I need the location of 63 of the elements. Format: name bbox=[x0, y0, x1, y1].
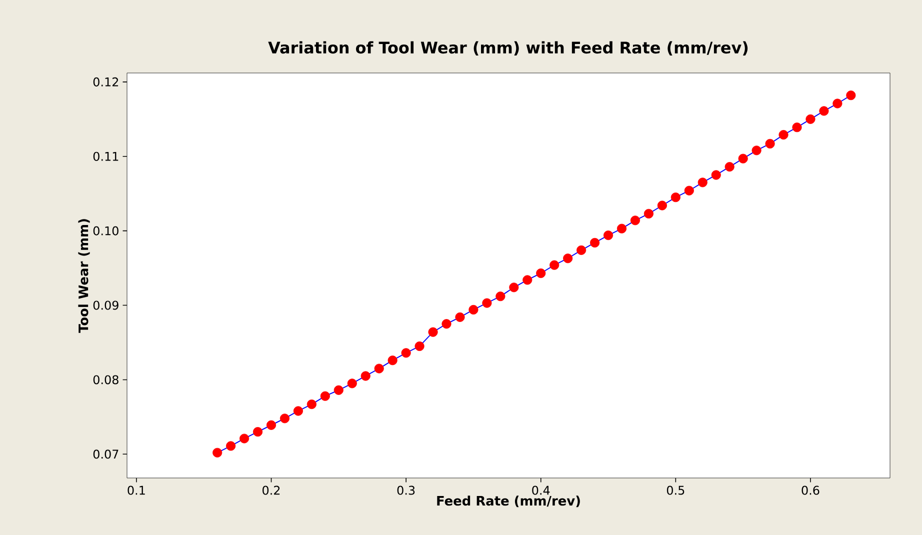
point bbox=[616, 224, 627, 234]
x-tick-label: 0.5 bbox=[666, 486, 684, 495]
y-tick-label: 0.09 bbox=[93, 300, 118, 310]
point bbox=[374, 364, 384, 374]
x-tick-label: 0.1 bbox=[128, 486, 145, 495]
y-tick-label: 0.07 bbox=[93, 450, 118, 459]
y-axis-title: Tool Wear (mm) bbox=[78, 219, 90, 333]
point bbox=[724, 162, 734, 172]
x-axis-title: Feed Rate (mm/rev) bbox=[437, 496, 580, 508]
x-tick-label: 0.2 bbox=[262, 486, 280, 495]
point bbox=[806, 114, 816, 124]
point bbox=[752, 146, 762, 156]
y-tick-label: 0.12 bbox=[93, 77, 118, 86]
point bbox=[320, 391, 330, 401]
point bbox=[550, 260, 560, 270]
chart-title: Variation of Tool Wear (mm) with Feed Rate (mm/rev) bbox=[268, 41, 748, 56]
point bbox=[657, 200, 667, 210]
point bbox=[711, 170, 721, 180]
x-tick-label: 0.3 bbox=[397, 486, 415, 495]
point bbox=[630, 216, 640, 226]
point bbox=[846, 90, 856, 100]
y-tick-label: 0.11 bbox=[93, 152, 118, 161]
point bbox=[388, 356, 398, 366]
point bbox=[670, 192, 680, 202]
point bbox=[819, 106, 829, 116]
point bbox=[698, 178, 708, 188]
point bbox=[765, 138, 775, 148]
point bbox=[347, 378, 357, 388]
point bbox=[293, 406, 303, 416]
point bbox=[536, 268, 546, 278]
point bbox=[266, 420, 276, 430]
point bbox=[792, 122, 802, 132]
point bbox=[522, 275, 532, 285]
point bbox=[334, 385, 344, 395]
point bbox=[306, 400, 316, 410]
point bbox=[684, 186, 694, 196]
point bbox=[738, 154, 748, 164]
point bbox=[252, 427, 263, 437]
point bbox=[428, 327, 438, 337]
point bbox=[455, 312, 465, 322]
point bbox=[832, 98, 842, 108]
x-tick-label: 0.6 bbox=[802, 486, 820, 495]
point bbox=[226, 441, 236, 451]
x-tick-label: 0.4 bbox=[532, 486, 550, 495]
point bbox=[576, 245, 586, 255]
point bbox=[401, 348, 411, 358]
point bbox=[778, 130, 788, 140]
point bbox=[442, 319, 452, 329]
y-tick-label: 0.10 bbox=[93, 226, 118, 236]
point bbox=[360, 371, 370, 381]
point bbox=[212, 448, 222, 458]
point bbox=[590, 238, 600, 248]
y-tick-label: 0.08 bbox=[93, 375, 118, 384]
point bbox=[468, 304, 478, 315]
point bbox=[603, 230, 614, 240]
point bbox=[280, 414, 290, 424]
point bbox=[496, 292, 506, 302]
point bbox=[414, 341, 424, 351]
point bbox=[482, 298, 492, 308]
point bbox=[509, 282, 519, 292]
point bbox=[563, 254, 573, 264]
point bbox=[644, 208, 654, 218]
point bbox=[240, 434, 250, 444]
